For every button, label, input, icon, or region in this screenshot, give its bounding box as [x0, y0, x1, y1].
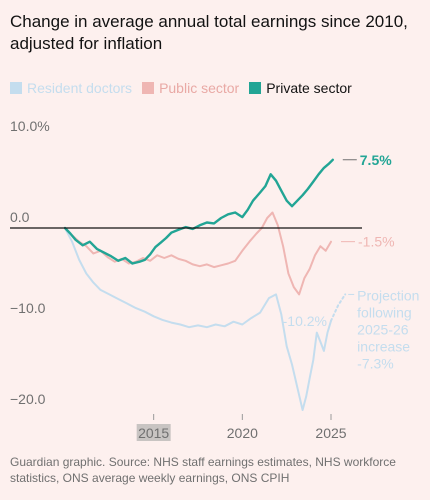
legend-swatch-private-sector [249, 82, 262, 94]
legend-item-private-sector: Private sector [249, 79, 352, 97]
legend: Resident doctors Public sector Private s… [10, 79, 352, 97]
legend-label-public-sector: Public sector [159, 80, 240, 96]
series-line-private-sector [63, 158, 334, 265]
projection-label-line: -7.3% [357, 355, 394, 371]
source-note: Guardian graphic. Source: NHS staff earn… [10, 455, 396, 485]
y-tick-label: −20.0 [10, 391, 46, 407]
x-tick-label: 2025 [315, 425, 346, 441]
projection-label-line: following [357, 304, 411, 320]
private-sector-end-label: 7.5% [360, 152, 392, 168]
y-tick-label: 10.0% [10, 118, 50, 134]
legend-swatch-public-sector [142, 82, 155, 94]
projection-label-line: Projection [357, 287, 419, 303]
x-tick-label: 2015 [138, 425, 169, 441]
series-line-projection-following-2025-26-increase [330, 293, 347, 322]
chart-title: Change in average annual total earnings … [10, 12, 408, 53]
legend-swatch-resident-doctors [10, 82, 22, 94]
legend-label-resident-doctors: Resident doctors [27, 80, 133, 96]
series-line-public-sector [64, 211, 332, 296]
legend-item-public-sector: Public sector [142, 79, 239, 97]
x-tick-label: 2020 [227, 425, 258, 441]
projection-label-line: 2025-26 [357, 321, 409, 337]
y-tick-label: 0.0 [10, 209, 30, 225]
x-tick-highlight [136, 424, 171, 441]
legend-item-resident-doctors: Resident doctors [10, 79, 132, 97]
y-tick-label: −10.0 [10, 300, 46, 316]
resident-doctors-value-label: -10.2% [283, 313, 327, 329]
legend-label-private-sector: Private sector [266, 80, 352, 96]
public-sector-end-label: -1.5% [358, 234, 395, 250]
projection-label-line: increase [357, 338, 410, 354]
series-line-resident-doctors [64, 227, 332, 411]
